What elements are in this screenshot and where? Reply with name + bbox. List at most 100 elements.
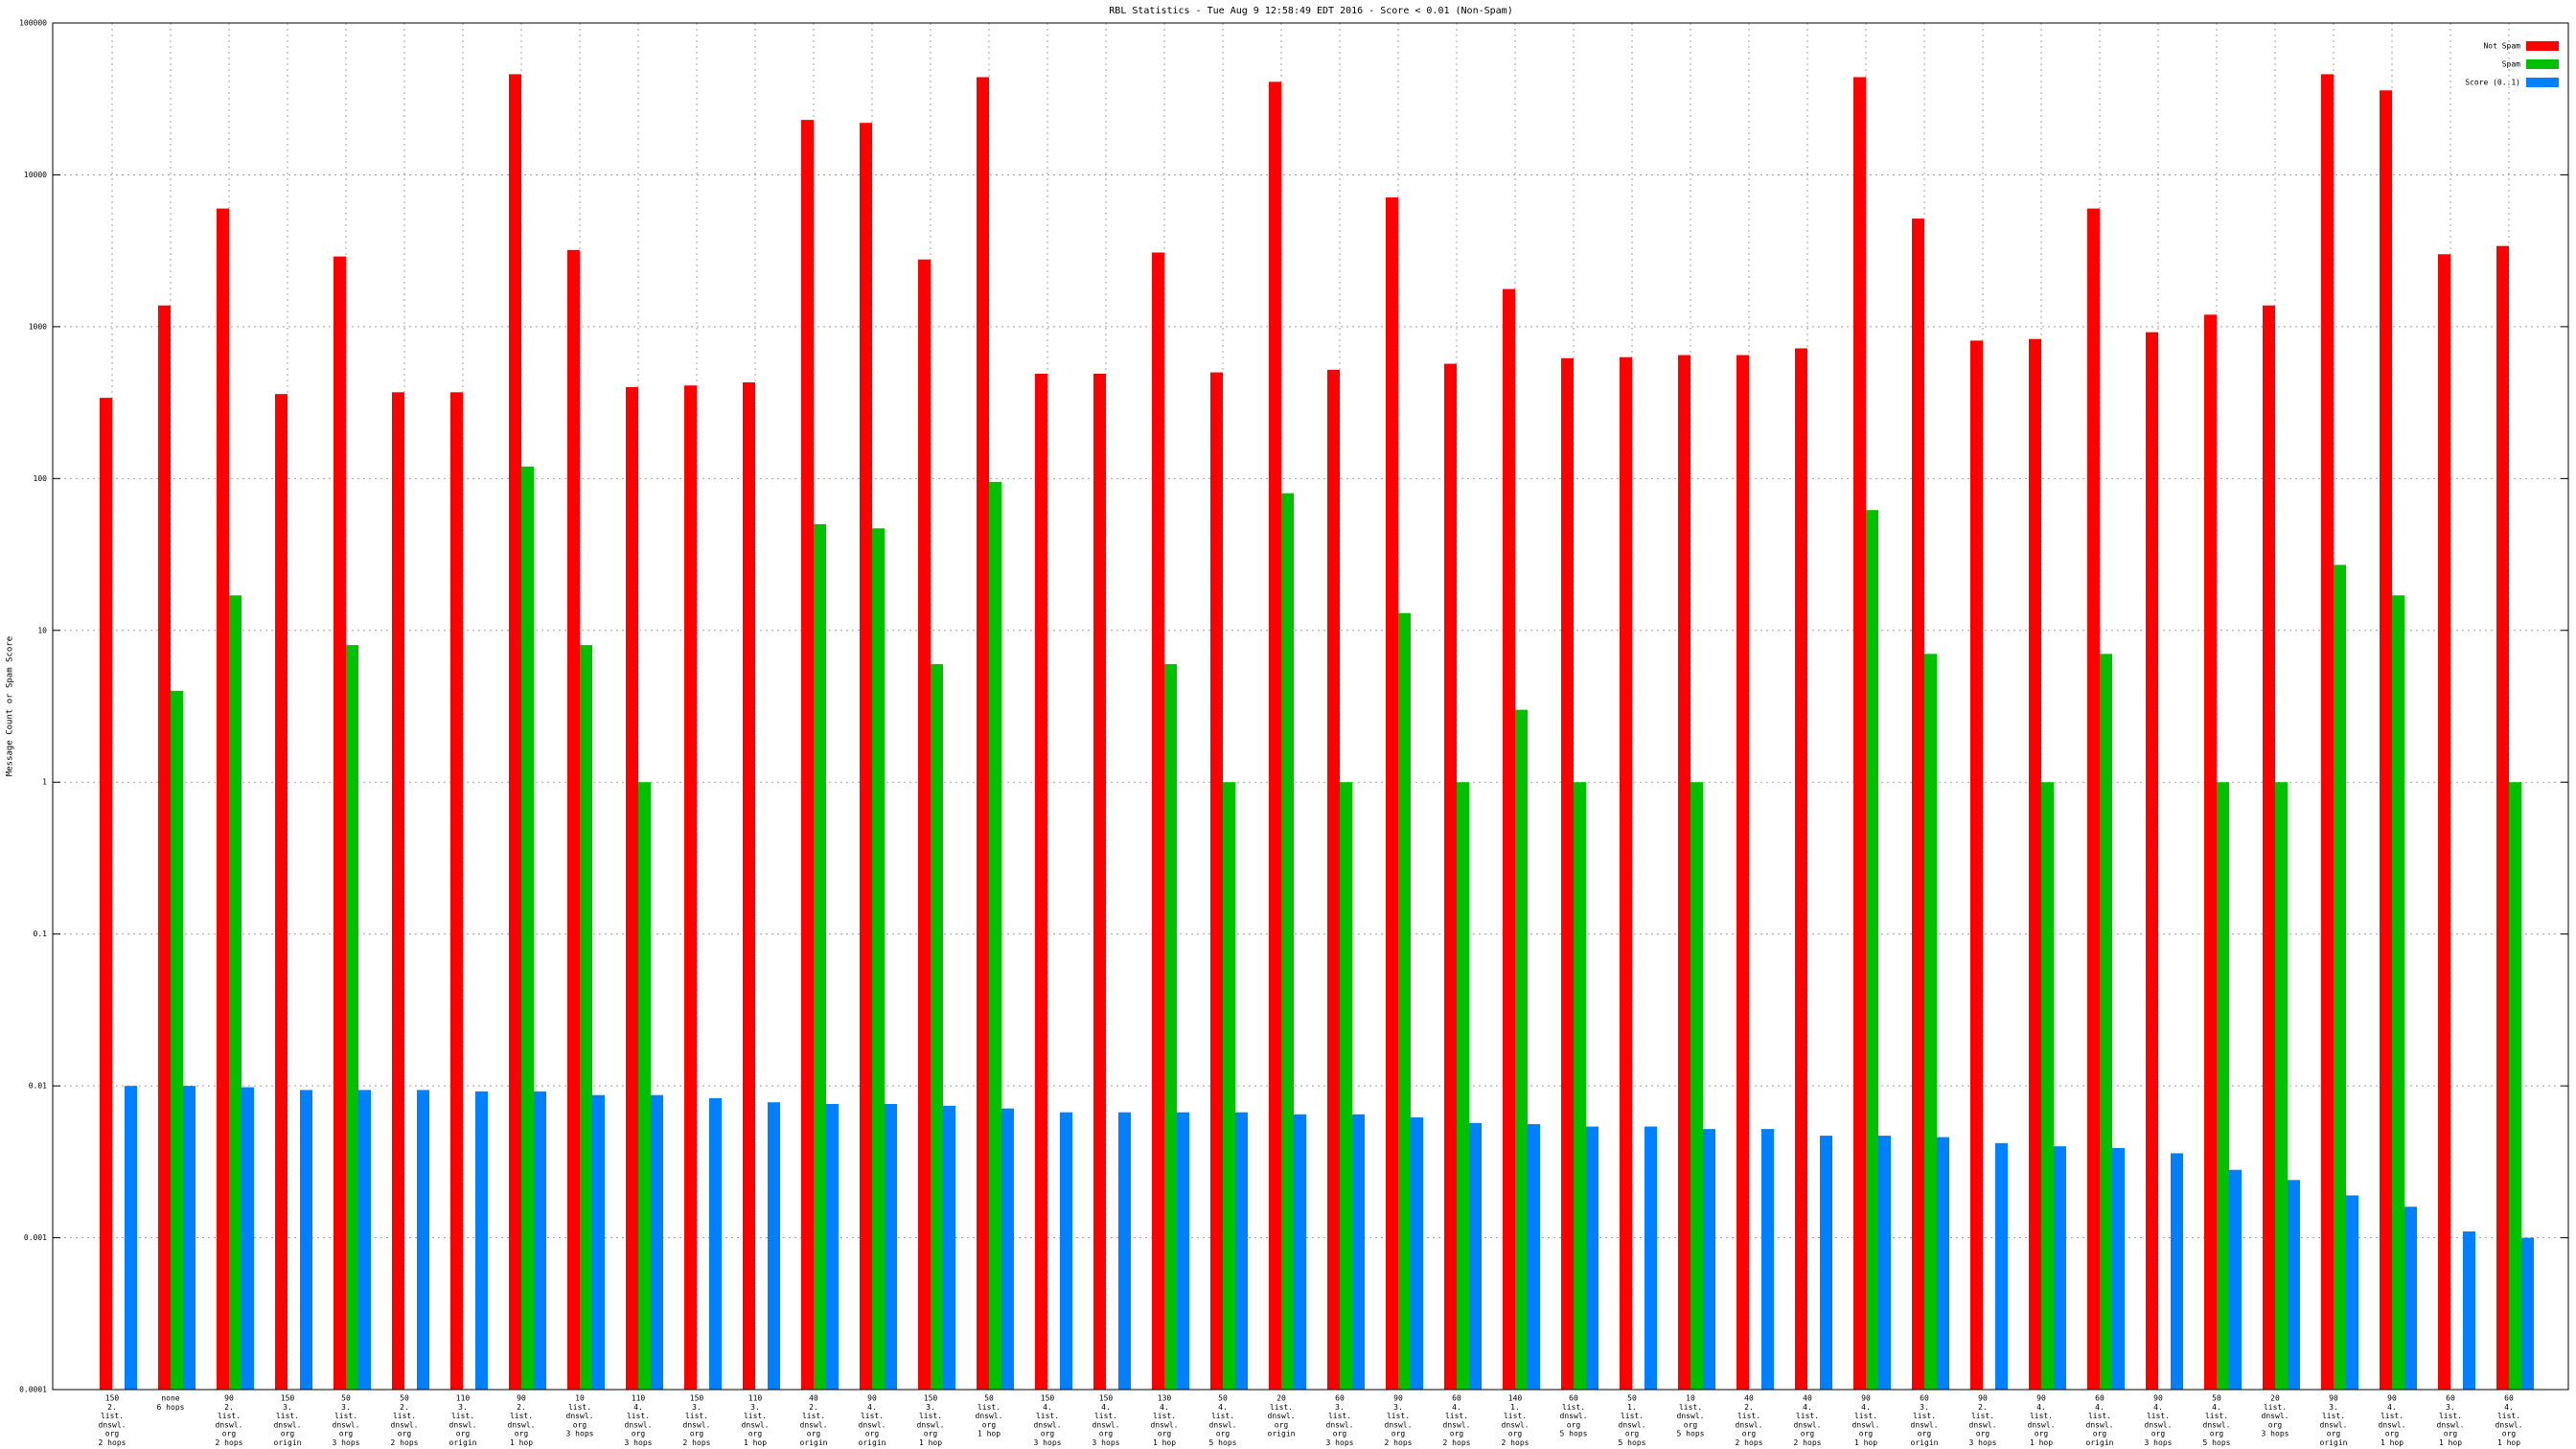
x-tick-label: org <box>865 1430 880 1438</box>
x-tick-label: dnswl. <box>99 1420 126 1429</box>
x-tick-label: 2 hops <box>1794 1438 1822 1447</box>
x-tick-label: 40 <box>809 1394 818 1403</box>
x-tick-label: 4. <box>1101 1403 1111 1412</box>
x-tick-label: dnswl. <box>800 1420 828 1429</box>
x-tick-label: dnswl. <box>2145 1420 2173 1429</box>
bar <box>1411 1117 1423 1390</box>
x-tick-label: 3. <box>750 1403 760 1412</box>
bar <box>2041 782 2054 1390</box>
bar <box>918 259 931 1391</box>
x-tick-label: 60 <box>2504 1394 2514 1403</box>
x-tick-label: 4. <box>2153 1403 2163 1412</box>
x-tick-label: org <box>2444 1430 2458 1438</box>
bar <box>2204 314 2217 1391</box>
bar <box>1327 369 1340 1390</box>
legend-label: Score (0..1) <box>2465 79 2520 87</box>
bar <box>2509 782 2521 1390</box>
bar <box>2392 595 2404 1390</box>
x-tick-label: 2. <box>224 1403 234 1412</box>
bar <box>2100 654 2112 1390</box>
bar <box>2275 782 2288 1390</box>
bar <box>2521 1237 2534 1390</box>
bar <box>300 1090 312 1390</box>
x-tick-label: org <box>2035 1430 2049 1438</box>
x-tick-label: list. <box>334 1412 357 1420</box>
x-tick-label: org <box>1801 1430 1815 1438</box>
x-tick-label: 4. <box>1452 1403 1461 1412</box>
x-tick-label: org <box>1099 1430 1114 1438</box>
bar <box>2054 1146 2066 1390</box>
x-tick-label: list. <box>2322 1412 2345 1420</box>
x-tick-label: 3 hops <box>625 1438 653 1447</box>
x-tick-label: dnswl. <box>391 1420 419 1429</box>
bar <box>860 123 872 1391</box>
x-tick-label: 4. <box>1218 1403 1228 1412</box>
bar <box>1177 1112 1189 1390</box>
x-tick-label: 4. <box>867 1403 877 1412</box>
x-tick-label: org <box>573 1420 587 1429</box>
y-tick-label: 0.01 <box>29 1082 47 1091</box>
bar <box>1820 1136 1832 1390</box>
x-tick-label: 5 hops <box>1209 1438 1237 1447</box>
bar <box>1678 355 1690 1390</box>
x-tick-label: 40 <box>1744 1394 1754 1403</box>
x-tick-label: 60 <box>1452 1394 1461 1403</box>
bar <box>334 256 346 1390</box>
x-tick-label: org <box>456 1430 471 1438</box>
bar <box>100 398 112 1391</box>
legend-swatch <box>2526 59 2559 69</box>
bar <box>1574 782 1586 1390</box>
bar <box>2217 782 2229 1390</box>
x-tick-label: 1 hop <box>1854 1438 1877 1447</box>
x-tick-label: list. <box>1328 1412 1351 1420</box>
x-tick-label: org <box>2502 1430 2517 1438</box>
x-tick-label: 2 hops <box>1736 1438 1763 1447</box>
x-tick-label: 2 hops <box>683 1438 711 1447</box>
x-tick-label: 4. <box>2504 1403 2514 1412</box>
bar <box>1795 348 1807 1390</box>
x-tick-label: list. <box>218 1412 241 1420</box>
x-tick-label: dnswl. <box>917 1420 945 1429</box>
chart-title: RBL Statistics - Tue Aug 9 12:58:49 EDT … <box>1109 6 1512 16</box>
x-tick-label: 2. <box>809 1403 818 1412</box>
x-tick-label: 50 <box>1218 1394 1228 1403</box>
y-tick-label: 10000 <box>24 171 47 179</box>
x-tick-label: 10 <box>1686 1394 1695 1403</box>
y-tick-label: 0.1 <box>34 930 48 938</box>
bar <box>171 690 183 1390</box>
bar <box>1398 612 1411 1390</box>
bar <box>2321 74 2334 1390</box>
x-tick-label: origin <box>859 1438 886 1447</box>
bar <box>1340 782 1352 1390</box>
x-tick-label: org <box>748 1430 763 1438</box>
bar <box>392 392 404 1390</box>
x-tick-label: org <box>2210 1430 2224 1438</box>
x-tick-label: 5 hops <box>1560 1430 1588 1438</box>
bar <box>814 524 826 1390</box>
x-tick-label: list. <box>1036 1412 1059 1420</box>
x-tick-label: list. <box>685 1412 708 1420</box>
x-tick-label: list. <box>1562 1403 1585 1412</box>
x-tick-label: org <box>1333 1430 1347 1438</box>
bar <box>1210 372 1223 1390</box>
x-tick-label: dnswl. <box>1268 1412 1296 1420</box>
x-tick-label: origin <box>1268 1430 1296 1438</box>
bar <box>1444 363 1457 1391</box>
x-tick-label: list. <box>1094 1412 1117 1420</box>
x-tick-label: list. <box>2147 1412 2170 1420</box>
x-tick-label: dnswl. <box>1969 1420 1997 1429</box>
x-tick-label: org <box>515 1430 529 1438</box>
x-tick-label: dnswl. <box>742 1420 770 1429</box>
x-tick-label: list. <box>101 1412 124 1420</box>
x-tick-label: 150 <box>1041 1394 1055 1403</box>
bar <box>183 1086 196 1390</box>
x-tick-label: list. <box>1679 1403 1702 1412</box>
x-tick-label: 6 hops <box>157 1403 185 1412</box>
x-tick-label: 3 hops <box>1969 1438 1997 1447</box>
x-tick-label: dnswl. <box>566 1412 594 1420</box>
x-tick-label: list. <box>1854 1412 1877 1420</box>
x-tick-label: 90 <box>867 1394 877 1403</box>
bar <box>684 385 697 1390</box>
x-tick-label: origin <box>274 1438 302 1447</box>
x-tick-label: org <box>982 1420 997 1429</box>
